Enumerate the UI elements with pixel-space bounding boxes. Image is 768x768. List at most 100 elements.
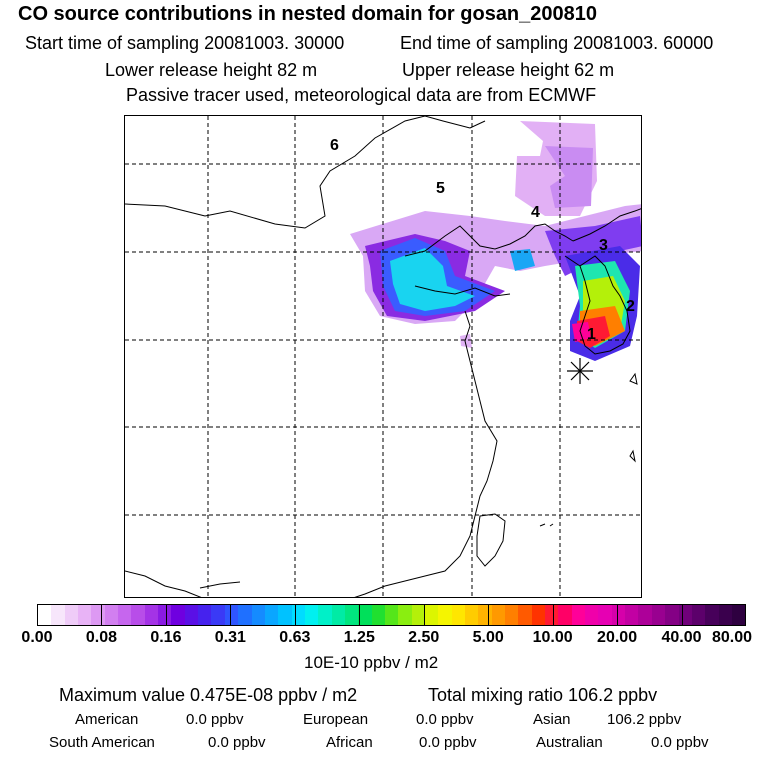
- colorbar-segment: [251, 605, 265, 625]
- source-value-south-american: 0.0 ppbv: [208, 734, 266, 751]
- plume-spot-small: [460, 334, 472, 348]
- tracer-note: Passive tracer used, meteorological data…: [126, 85, 597, 105]
- colorbar-divider: [552, 604, 554, 626]
- colorbar-segment: [678, 605, 692, 625]
- colorbar-segment: [625, 605, 639, 625]
- source-value-african: 0.0 ppbv: [419, 734, 477, 751]
- colorbar-segment: [598, 605, 612, 625]
- colorbar-segment: [184, 605, 199, 625]
- colorbar-segment: [344, 605, 359, 625]
- colorbar-segment: [531, 605, 546, 625]
- plume-korea-magenta: [572, 322, 591, 342]
- colorbar-segment: [731, 605, 746, 625]
- colorbar: [37, 604, 746, 626]
- colorbar-unit: 10E-10 ppbv / m2: [304, 653, 439, 672]
- source-value-european: 0.0 ppbv: [416, 711, 474, 728]
- source-value-asian: 106.2 ppbv: [607, 711, 682, 728]
- colorbar-segment: [478, 605, 492, 625]
- colorbar-segment: [358, 605, 372, 625]
- colorbar-divider: [488, 604, 490, 626]
- colorbar-segment: [518, 605, 532, 625]
- colorbar-segment: [691, 605, 706, 625]
- end-time-label: End time of sampling 20081003. 60000: [400, 33, 714, 53]
- source-value-australian: 0.0 ppbv: [651, 734, 709, 751]
- colorbar-segment: [638, 605, 652, 625]
- colorbar-segment: [198, 605, 212, 625]
- colorbar-segment: [171, 605, 185, 625]
- lower-release-label: Lower release height 82 m: [105, 60, 318, 80]
- colorbar-segment: [465, 605, 479, 625]
- colorbar-segment: [264, 605, 279, 625]
- colorbar-tick-label: 10.00: [532, 629, 573, 646]
- colorbar-divider: [294, 604, 296, 626]
- colorbar-segment: [718, 605, 732, 625]
- colorbar-segment: [451, 605, 465, 625]
- coastlines: [125, 116, 641, 597]
- colorbar-segment: [558, 605, 572, 625]
- source-name-australian: Australian: [536, 734, 603, 751]
- colorbar-segment: [238, 605, 252, 625]
- colorbar-divider: [230, 604, 232, 626]
- region-label-1: 1: [587, 326, 596, 343]
- colorbar-segment: [384, 605, 399, 625]
- colorbar-divider: [617, 604, 619, 626]
- colorbar-segment: [64, 605, 79, 625]
- colorbar-divider: [165, 604, 167, 626]
- map-svg: [125, 116, 641, 597]
- plume-area-north-inner: [545, 146, 593, 208]
- region-label-4: 4: [531, 204, 540, 221]
- colorbar-segment: [398, 605, 412, 625]
- colorbar-segment: [278, 605, 292, 625]
- colorbar-segment: [304, 605, 319, 625]
- colorbar-divider: [359, 604, 361, 626]
- max-value-label: Maximum value 0.475E-08 ppbv / m2: [59, 685, 358, 705]
- plot-title: CO source contributions in nested domain…: [18, 3, 598, 25]
- colorbar-segment: [51, 605, 65, 625]
- region-label-6: 6: [330, 137, 339, 154]
- taiwan-outline: [476, 513, 506, 567]
- region-label-2: 2: [626, 298, 635, 315]
- colorbar-segment: [585, 605, 599, 625]
- source-name-african: African: [326, 734, 373, 751]
- map-panel: 1 2 3 4 5 6: [124, 115, 642, 598]
- colorbar-segment: [331, 605, 345, 625]
- colorbar-tick-label: 5.00: [472, 629, 504, 646]
- colorbar-segment: [91, 605, 105, 625]
- source-name-asian: Asian: [533, 711, 571, 728]
- colorbar-segment: [118, 605, 132, 625]
- region-label-3: 3: [599, 237, 608, 254]
- colorbar-segment: [318, 605, 332, 625]
- colorbar-tick-label: 0.16: [150, 629, 182, 646]
- plume-spot-4: [510, 249, 535, 271]
- colorbar-tick-label: 1.25: [343, 629, 375, 646]
- colorbar-segment: [144, 605, 159, 625]
- source-value-american: 0.0 ppbv: [186, 711, 244, 728]
- colorbar-tick-label: 0.63: [279, 629, 311, 646]
- colorbar-segment: [371, 605, 385, 625]
- colorbar-segment: [705, 605, 719, 625]
- region-label-5: 5: [436, 180, 445, 197]
- start-time-label: Start time of sampling 20081003. 30000: [25, 33, 345, 53]
- colorbar-divider: [101, 604, 103, 626]
- colorbar-segment: [651, 605, 666, 625]
- source-name-european: European: [303, 711, 369, 728]
- colorbar-segment: [571, 605, 586, 625]
- colorbar-segment: [505, 605, 519, 625]
- colorbar-segment: [158, 605, 172, 625]
- colorbar-divider: [681, 604, 683, 626]
- lat-lon-grid: [125, 116, 641, 597]
- colorbar-tick-label: 80.00: [711, 629, 753, 646]
- colorbar-segment: [611, 605, 626, 625]
- colorbar-tick-label: 0.00: [21, 629, 53, 646]
- colorbar-tick-label: 0.31: [214, 629, 246, 646]
- colorbar-segment: [438, 605, 452, 625]
- source-name-american: American: [75, 711, 139, 728]
- colorbar-segment: [424, 605, 439, 625]
- colorbar-segment: [224, 605, 239, 625]
- colorbar-segment: [104, 605, 119, 625]
- receptor-asterisk-icon: [567, 358, 593, 384]
- colorbar-tick-label: 20.00: [597, 629, 638, 646]
- colorbar-tick-label: 0.08: [85, 629, 118, 646]
- colorbar-segment: [291, 605, 305, 625]
- colorbar-segment: [38, 605, 52, 625]
